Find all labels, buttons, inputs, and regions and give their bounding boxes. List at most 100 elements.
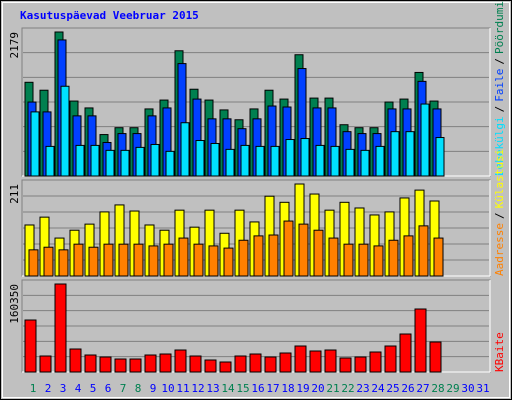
x-tick-label: 20: [311, 382, 324, 395]
bar: [150, 143, 160, 177]
bar: [88, 246, 99, 277]
x-tick-label: 29: [446, 382, 459, 395]
bar: [178, 237, 189, 277]
bar: [433, 237, 444, 277]
bar: [24, 319, 37, 373]
bar: [268, 234, 279, 277]
bar: [73, 243, 84, 277]
bar: [69, 348, 82, 373]
x-tick-label: 21: [326, 382, 339, 395]
bar: [120, 149, 130, 177]
bar: [75, 144, 85, 177]
bar: [45, 145, 55, 177]
bar: [283, 220, 294, 277]
x-tick-label: 30: [461, 382, 474, 395]
bar: [28, 249, 39, 277]
bar: [58, 249, 69, 277]
bar: [429, 341, 442, 373]
x-tick-label: 15: [236, 382, 249, 395]
bar: [234, 355, 247, 373]
bar: [60, 85, 70, 177]
x-tick-label: 8: [135, 382, 142, 395]
bar: [399, 333, 412, 373]
x-tick-label: 27: [416, 382, 429, 395]
legend-entry: Pöördumisi: [493, 0, 506, 54]
legend-entry: Aadresse: [493, 223, 506, 276]
x-tick-label: 3: [60, 382, 67, 395]
bar: [420, 103, 430, 177]
x-tick-label: 16: [251, 382, 264, 395]
x-tick-label: 6: [105, 382, 112, 395]
bar: [195, 140, 205, 177]
x-tick-label: 28: [431, 382, 444, 395]
bar: [174, 349, 187, 373]
bar: [223, 247, 234, 277]
bar: [135, 146, 145, 177]
bar: [279, 352, 292, 373]
bar: [84, 354, 97, 373]
bar: [313, 229, 324, 277]
x-tick-label: 18: [281, 382, 294, 395]
legend-entry: Külastusi: [493, 149, 506, 209]
bar: [238, 239, 249, 277]
bar: [90, 144, 100, 177]
x-tick-label: 5: [90, 382, 97, 395]
x-tick-label: 13: [206, 382, 219, 395]
bar: [118, 243, 129, 277]
bar: [309, 350, 322, 373]
bar: [294, 345, 307, 373]
x-tick-label: 26: [401, 382, 414, 395]
bar: [180, 122, 190, 177]
bar: [210, 142, 220, 177]
x-tick-label: 22: [341, 382, 354, 395]
chart-title: Kasutuspäevad Veebruar 2015: [20, 9, 199, 22]
bar: [390, 131, 400, 177]
legend-entry: Lehekülgi: [493, 116, 506, 176]
bar: [403, 235, 414, 277]
x-tick-label: 1: [30, 382, 37, 395]
bar: [219, 361, 232, 373]
x-tick-label: 2: [45, 382, 52, 395]
legend-separator: /: [493, 106, 506, 113]
bar: [133, 243, 144, 277]
bar: [204, 359, 217, 373]
y-tick-label: 2179: [8, 32, 21, 59]
bar: [264, 356, 277, 373]
bar: [208, 245, 219, 277]
bar: [54, 283, 67, 373]
x-tick-label: 25: [386, 382, 399, 395]
x-tick-label: 11: [176, 382, 189, 395]
bar: [285, 139, 295, 177]
bar: [99, 356, 112, 373]
bar: [360, 149, 370, 177]
x-tick-label: 24: [371, 382, 385, 395]
bar: [369, 351, 382, 373]
legend: Lehekülgi / Faile / Pöördumisi: [493, 0, 506, 176]
bar: [114, 358, 127, 373]
bar: [298, 223, 309, 277]
bar: [39, 355, 52, 373]
bar: [388, 239, 399, 277]
bar: [343, 243, 354, 277]
legend: KBaite: [493, 332, 506, 372]
bar: [165, 150, 175, 177]
legend-separator: /: [493, 212, 506, 219]
bar: [418, 225, 429, 277]
y-tick-label: 160350: [8, 284, 21, 324]
x-tick-label: 19: [296, 382, 309, 395]
bar: [358, 243, 369, 277]
bar: [300, 138, 310, 177]
legend-entry: Faile: [493, 69, 506, 102]
bar: [249, 353, 262, 373]
bar: [43, 246, 54, 277]
x-tick-label: 7: [120, 382, 127, 395]
bar: [105, 149, 115, 177]
bar: [144, 354, 157, 373]
bar: [253, 235, 264, 277]
bar: [270, 145, 280, 177]
y-tick-label: 211: [8, 184, 21, 204]
legend-entry: KBaite: [493, 332, 506, 372]
bar: [384, 345, 397, 373]
bar: [330, 145, 340, 177]
